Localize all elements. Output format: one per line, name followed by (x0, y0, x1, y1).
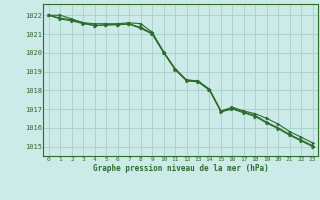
X-axis label: Graphe pression niveau de la mer (hPa): Graphe pression niveau de la mer (hPa) (93, 164, 269, 173)
